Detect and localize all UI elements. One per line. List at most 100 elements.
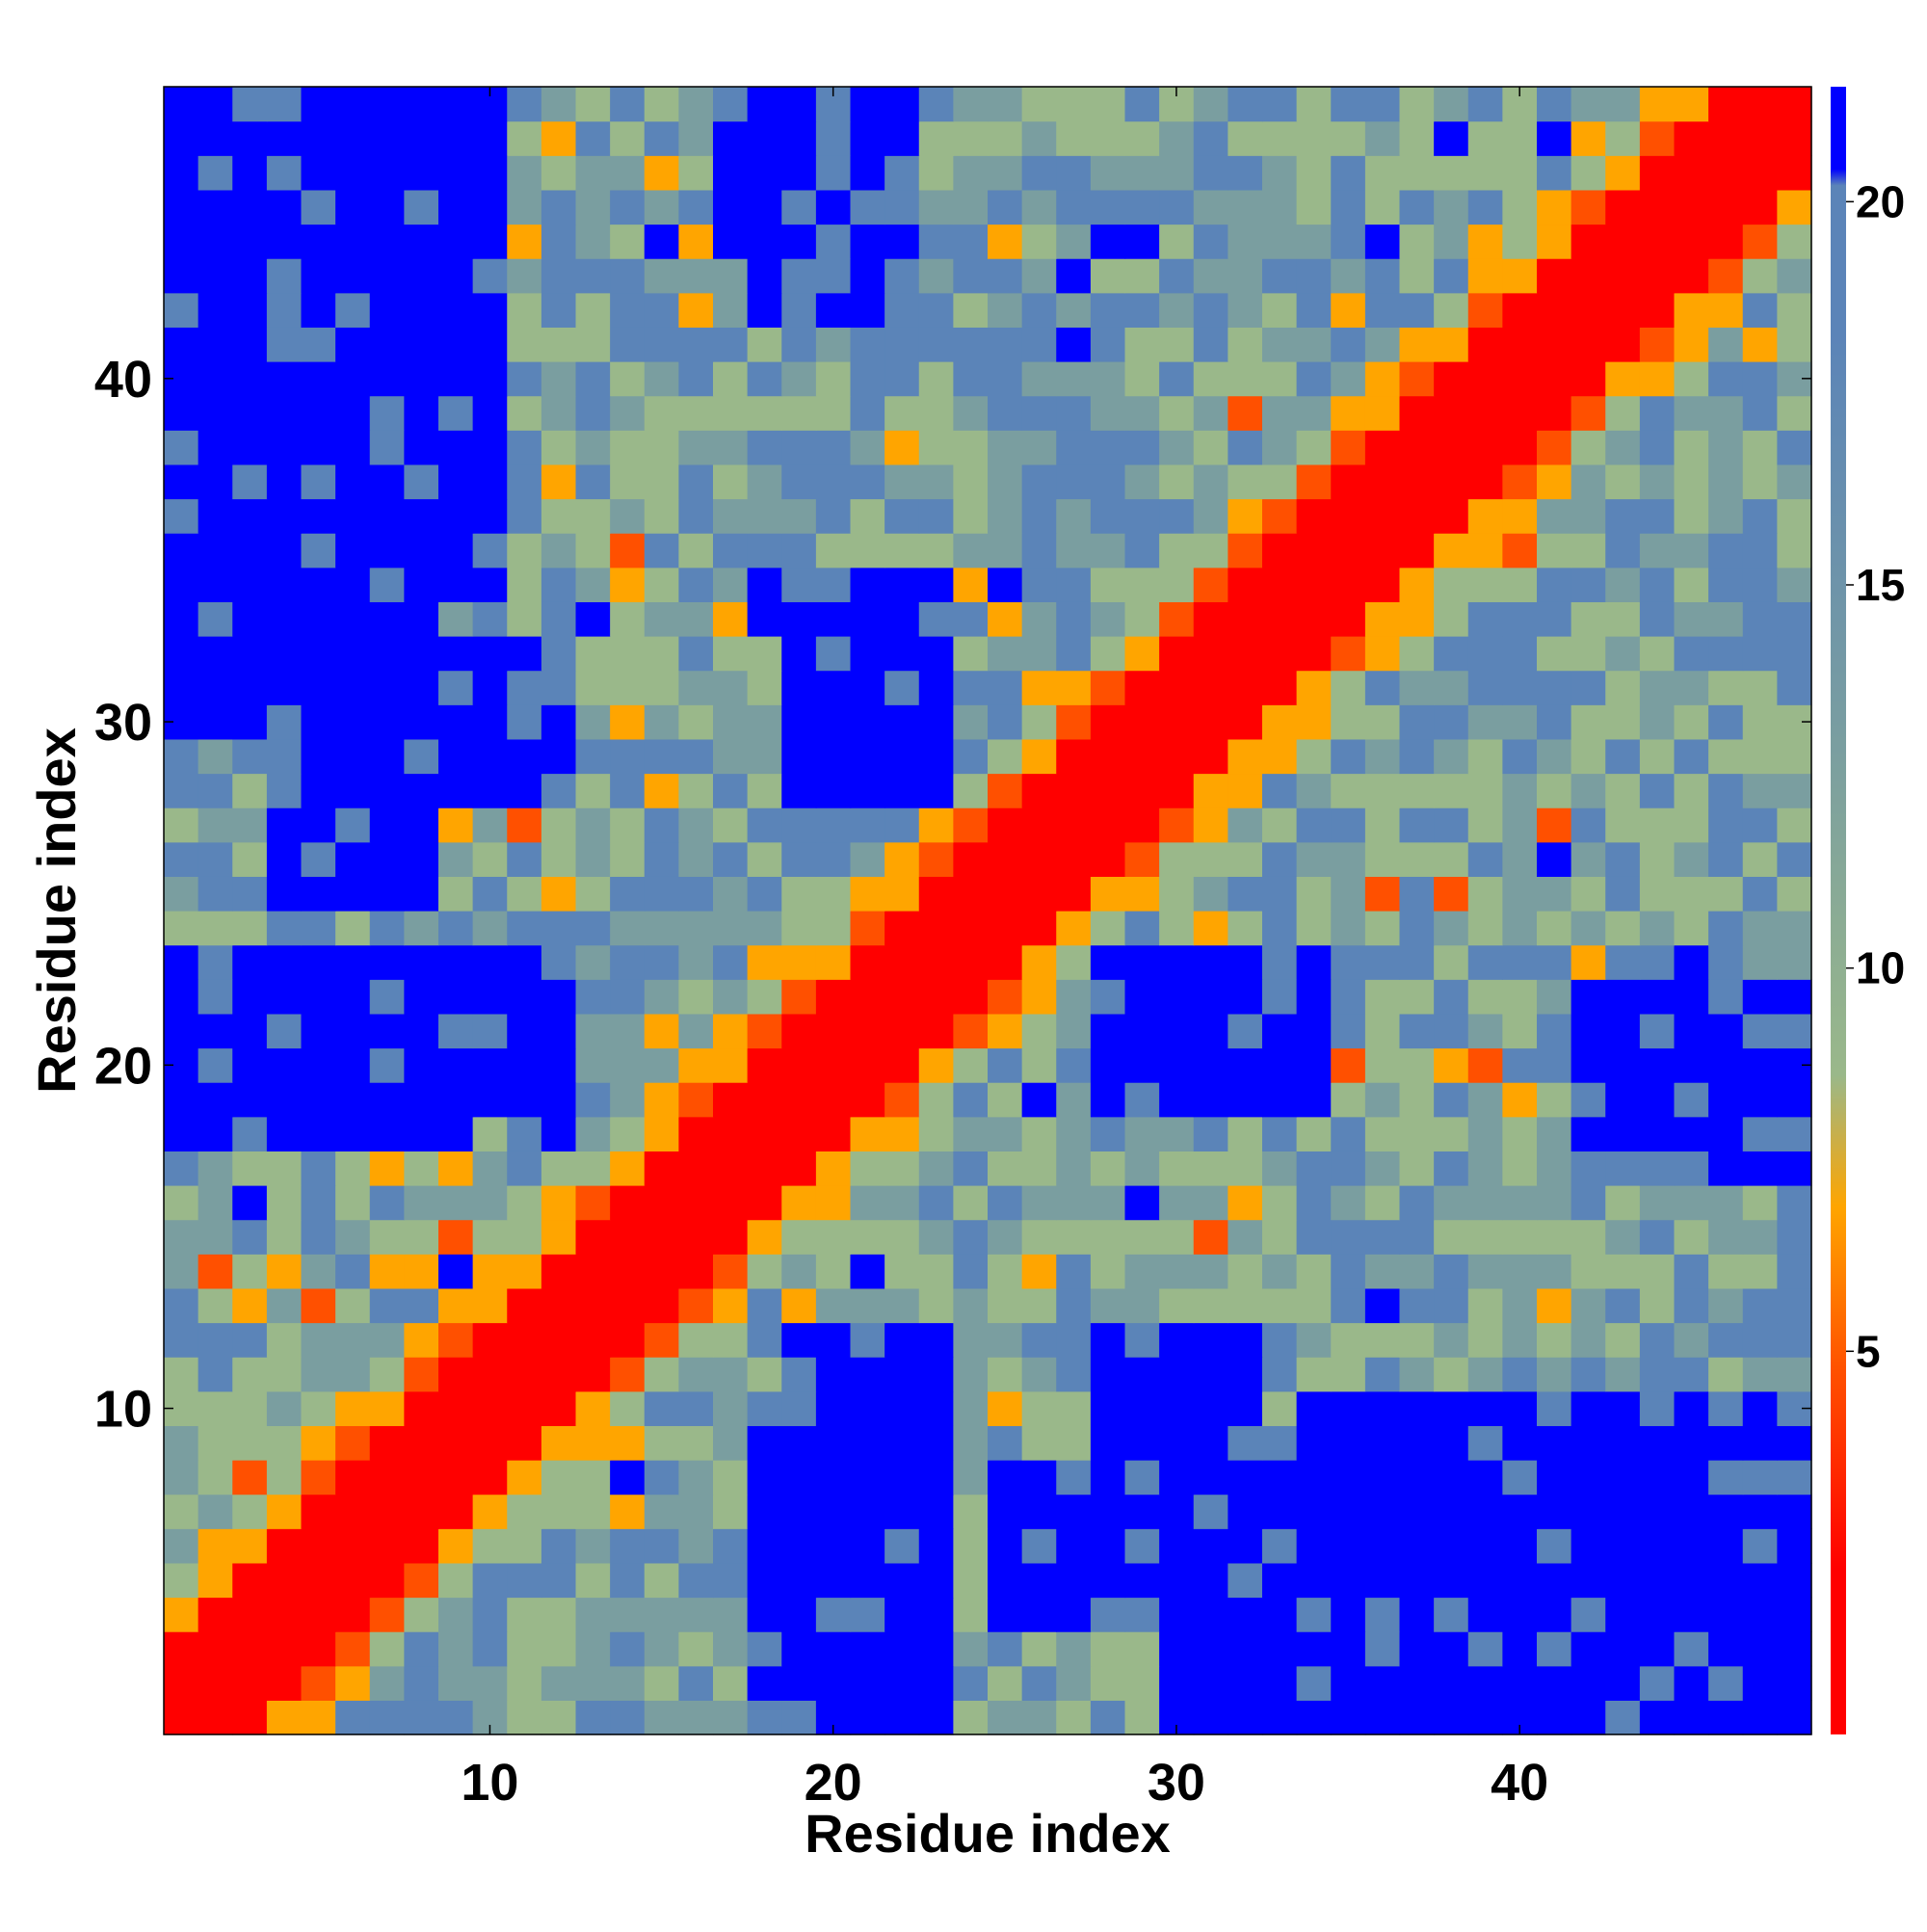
heatmap-cell — [884, 738, 920, 775]
heatmap-cell — [1364, 463, 1401, 500]
heatmap-cell — [1124, 876, 1160, 912]
heatmap-cell — [1708, 292, 1744, 328]
heatmap-cell — [884, 361, 920, 397]
heatmap-cell — [1434, 1460, 1469, 1495]
heatmap-cell — [678, 1665, 714, 1701]
heatmap-cell — [1777, 1597, 1812, 1632]
heatmap-cell — [404, 361, 439, 397]
heatmap-cell — [1502, 258, 1538, 294]
heatmap-cell — [1331, 430, 1366, 465]
heatmap-cell — [644, 841, 679, 877]
heatmap-cell — [472, 1665, 508, 1701]
heatmap-cell — [713, 1047, 749, 1083]
heatmap-cell — [1571, 1116, 1606, 1151]
heatmap-cell — [678, 704, 714, 740]
heatmap-cell — [1364, 395, 1401, 431]
heatmap-cell — [198, 224, 233, 259]
heatmap-cell — [198, 463, 233, 500]
heatmap-cell — [1021, 1631, 1057, 1667]
heatmap-cell — [1124, 1322, 1160, 1358]
heatmap-cell — [815, 1390, 852, 1426]
heatmap-cell — [164, 120, 199, 156]
heatmap-cell — [438, 601, 474, 637]
heatmap-cell — [1571, 1151, 1606, 1186]
heatmap-cell — [472, 395, 508, 431]
heatmap-cell — [1434, 1082, 1469, 1118]
heatmap-cell — [1502, 1390, 1538, 1426]
heatmap-cell — [988, 120, 1023, 156]
heatmap-cell — [369, 944, 405, 980]
heatmap-cell — [1537, 292, 1572, 328]
heatmap-cell — [1674, 1460, 1709, 1495]
heatmap-cell — [953, 944, 989, 980]
heatmap-cell — [1467, 533, 1503, 569]
heatmap-cell — [301, 1494, 336, 1529]
heatmap-cell — [815, 1562, 852, 1599]
heatmap-cell — [747, 670, 782, 705]
heatmap-cell — [575, 292, 611, 328]
heatmap-cell — [713, 327, 749, 362]
y-axis-label: Residue index — [26, 728, 87, 1094]
heatmap-cell — [1262, 1494, 1298, 1529]
heatmap-cell — [644, 670, 679, 705]
heatmap-cell — [1502, 1254, 1538, 1289]
heatmap-cell — [1777, 979, 1812, 1015]
heatmap-cell — [815, 258, 852, 294]
heatmap-cell — [164, 567, 199, 602]
heatmap-cell — [884, 395, 920, 431]
heatmap-cell — [472, 1425, 508, 1461]
heatmap-cell — [781, 361, 817, 397]
heatmap-cell — [1262, 1116, 1298, 1151]
heatmap-cell — [575, 1322, 611, 1358]
heatmap-cell — [1742, 1116, 1778, 1151]
heatmap-cell — [610, 292, 646, 328]
heatmap-cell — [1262, 601, 1298, 637]
heatmap-cell — [198, 1390, 233, 1426]
heatmap-cell — [164, 841, 199, 877]
heatmap-cell — [198, 292, 233, 328]
heatmap-cell — [438, 395, 474, 431]
heatmap-cell — [610, 1665, 646, 1701]
heatmap-cell — [1777, 1665, 1812, 1701]
heatmap-cell — [1434, 1494, 1469, 1529]
heatmap-cell — [1331, 944, 1366, 980]
heatmap-cell — [541, 1390, 577, 1426]
heatmap-cell — [1021, 430, 1057, 465]
heatmap-cell — [198, 1322, 233, 1358]
heatmap-cell — [335, 876, 371, 912]
heatmap-cell — [198, 704, 233, 740]
heatmap-cell — [1090, 1151, 1126, 1186]
heatmap-cell — [1537, 1185, 1572, 1221]
heatmap-cell — [1193, 498, 1228, 534]
heatmap-cell — [1434, 1357, 1469, 1392]
heatmap-cell — [1708, 1219, 1744, 1255]
heatmap-cell — [266, 1082, 303, 1118]
heatmap-cell — [575, 773, 611, 808]
heatmap-cell — [884, 87, 920, 122]
heatmap-cell — [1193, 1528, 1228, 1564]
heatmap-cell — [1364, 1047, 1401, 1083]
heatmap-cell — [198, 155, 233, 191]
heatmap-cell — [541, 567, 577, 602]
heatmap-cell — [747, 1460, 782, 1495]
heatmap-cell — [850, 1425, 885, 1461]
heatmap-cell — [1331, 224, 1366, 259]
heatmap-cell — [1159, 430, 1195, 465]
heatmap-cell — [781, 1631, 817, 1667]
heatmap-cell — [747, 1185, 782, 1221]
heatmap-cell — [850, 773, 885, 808]
heatmap-cell — [232, 979, 268, 1015]
heatmap-cell — [884, 1597, 920, 1632]
heatmap-cell — [404, 189, 439, 225]
heatmap-cell — [1537, 1013, 1572, 1049]
heatmap-cell — [1399, 120, 1435, 156]
heatmap-cell — [1364, 911, 1401, 946]
heatmap-cell — [1296, 911, 1332, 946]
heatmap-cell — [507, 567, 542, 602]
heatmap-cell — [1674, 1597, 1709, 1632]
heatmap-cell — [404, 1562, 439, 1599]
heatmap-cell — [575, 1460, 611, 1495]
heatmap-cell — [1742, 1528, 1778, 1564]
heatmap-cell — [335, 1357, 371, 1392]
heatmap-cell — [1674, 224, 1709, 259]
